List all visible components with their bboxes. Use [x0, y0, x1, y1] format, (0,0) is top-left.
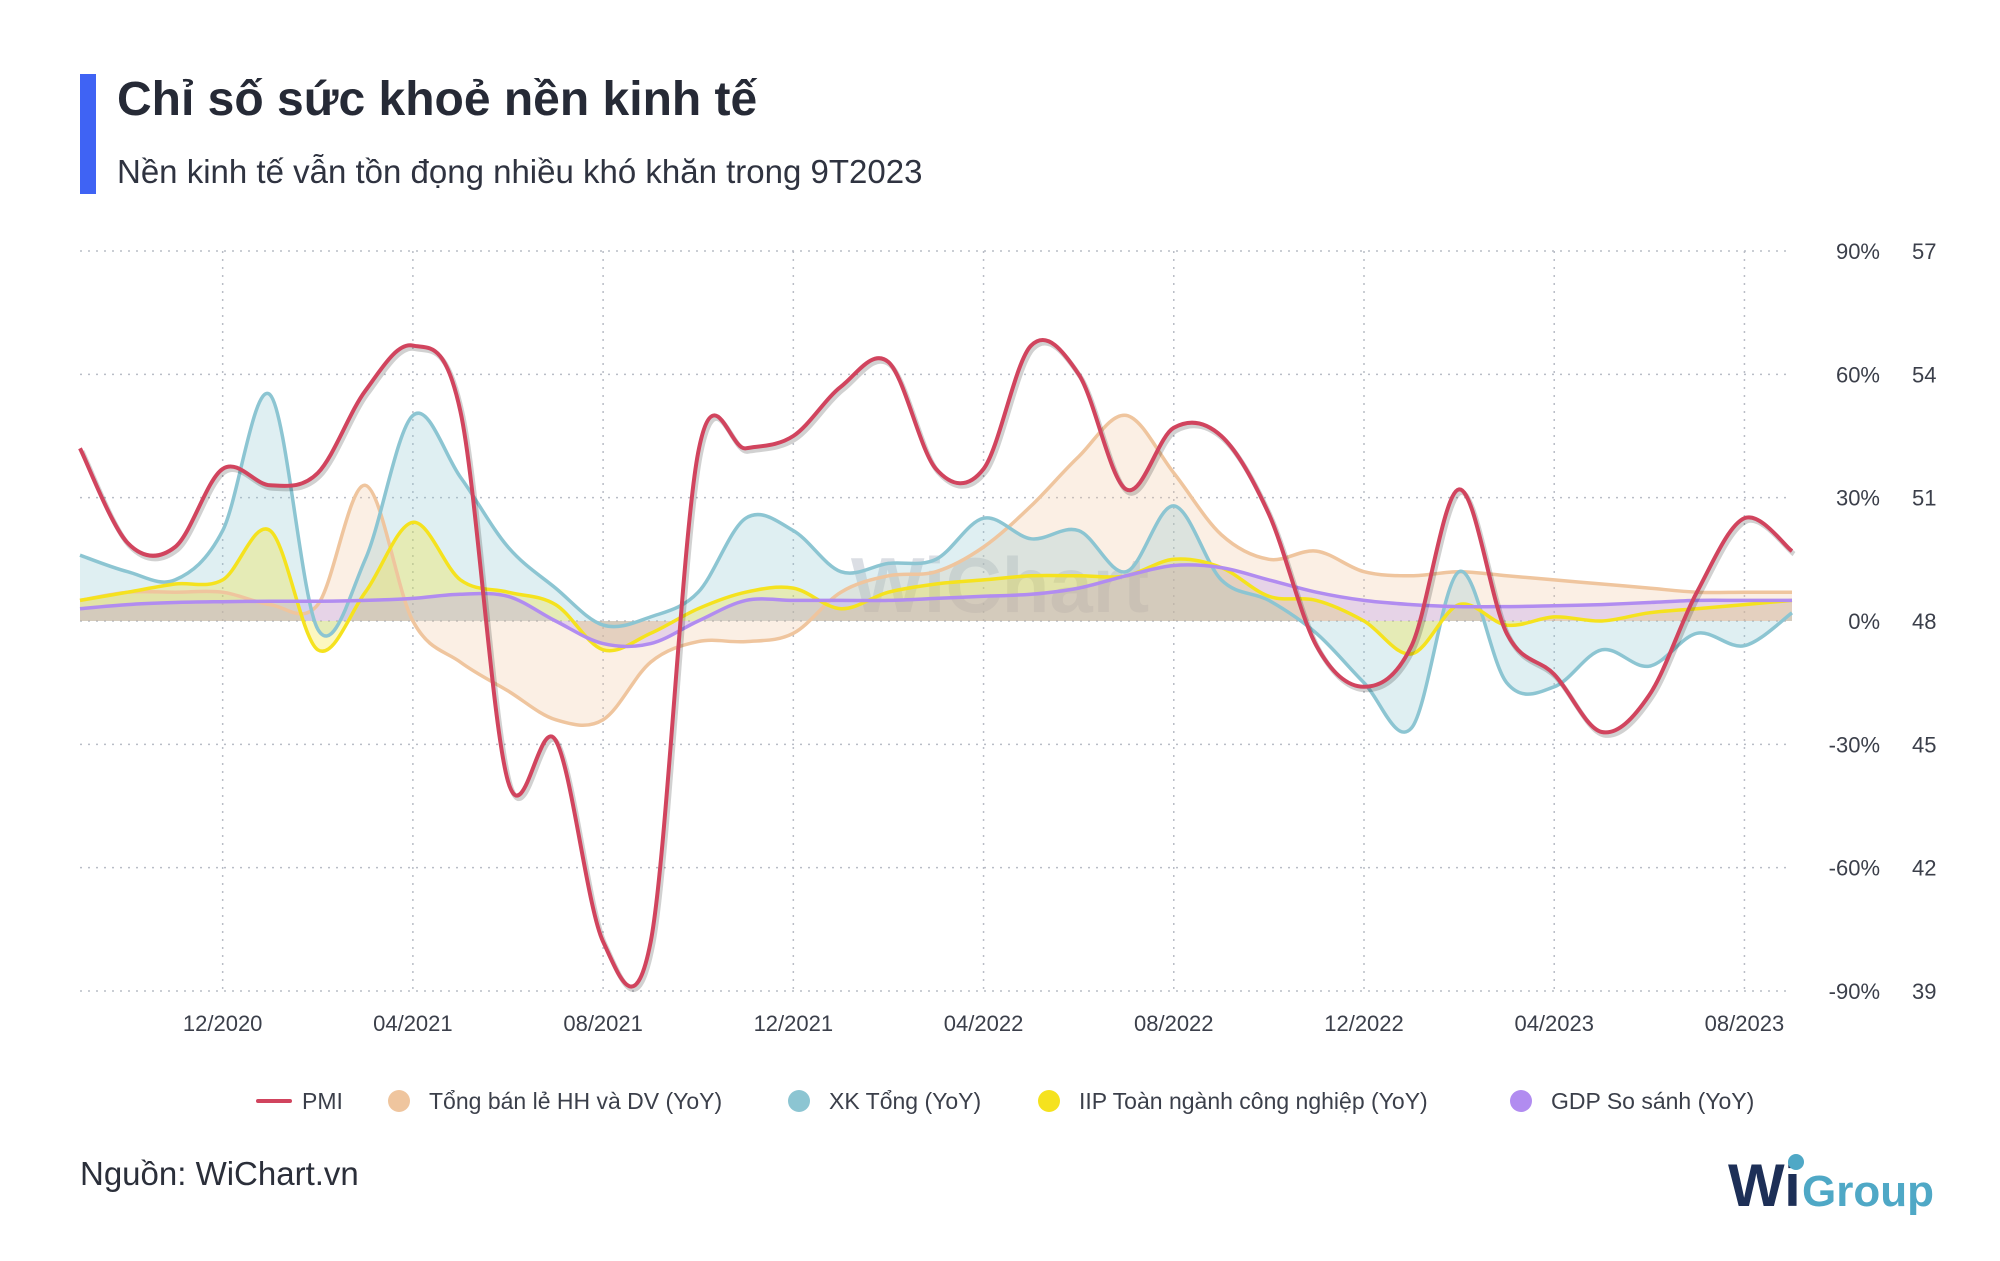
legend-marker-dot	[788, 1090, 810, 1112]
y-left-tick-label: 30%	[1836, 486, 1880, 511]
x-tick-label: 08/2021	[563, 1011, 643, 1036]
y-left-tick-label: 0%	[1848, 609, 1880, 634]
series-area	[80, 393, 1792, 733]
series-line	[79, 413, 1792, 727]
legend-marker-dot	[1038, 1090, 1060, 1112]
series-line-pmi	[78, 338, 1794, 989]
series-area	[80, 522, 1792, 655]
y-right-tick-label: 42	[1912, 856, 1936, 881]
legend-label: PMI	[302, 1088, 343, 1114]
wigroup-logo: Wi Group	[1728, 1152, 1934, 1218]
series-line	[79, 520, 1793, 656]
series-line	[79, 563, 1792, 649]
legend-label: GDP So sánh (YoY)	[1551, 1088, 1754, 1114]
chart-title: Chỉ số sức khoẻ nền kinh tế	[117, 73, 758, 126]
x-tick-label: 12/2022	[1324, 1011, 1404, 1036]
y-right-tick-label: 57	[1912, 239, 1936, 264]
x-tick-label: 08/2022	[1134, 1011, 1214, 1036]
x-tick-label: 08/2023	[1705, 1011, 1785, 1036]
x-tick-label: 12/2020	[183, 1011, 263, 1036]
y-left-tick-label: -30%	[1829, 732, 1880, 757]
watermark: WiChart	[851, 541, 1149, 629]
y-right-tick-label: 54	[1912, 362, 1936, 387]
y-right-tick-label: 45	[1912, 732, 1936, 757]
y-right-tick-label: 48	[1912, 609, 1936, 634]
y-right-tick-label: 39	[1912, 979, 1936, 1004]
series-area	[80, 415, 1792, 726]
y-left-tick-label: -60%	[1829, 856, 1880, 881]
logo-dot-icon	[1788, 1154, 1804, 1170]
chart-subtitle: Nền kinh tế vẫn tồn đọng nhiều khó khăn …	[117, 153, 923, 190]
x-tick-label: 12/2021	[754, 1011, 834, 1036]
legend-label: IIP Toàn ngành công nghiệp (YoY)	[1079, 1088, 1428, 1114]
x-tick-label: 04/2022	[944, 1011, 1024, 1036]
legend-label: XK Tổng (YoY)	[829, 1088, 981, 1114]
series-area	[80, 564, 1792, 647]
logo-text: Group	[1802, 1167, 1934, 1216]
source-note: Nguồn: WiChart.vn	[80, 1155, 359, 1192]
legend-marker-dot	[388, 1090, 410, 1112]
y-left-tick-label: -90%	[1829, 979, 1880, 1004]
y-right-tick-label: 51	[1912, 486, 1936, 511]
x-tick-label: 04/2023	[1514, 1011, 1594, 1036]
y-left-tick-label: 90%	[1836, 239, 1880, 264]
title-accent-bar	[80, 74, 96, 194]
legend-marker-dot	[1510, 1090, 1532, 1112]
y-left-tick-label: 60%	[1836, 362, 1880, 387]
x-tick-label: 04/2021	[373, 1011, 453, 1036]
legend-label: Tổng bán lẻ HH và DV (YoY)	[429, 1088, 722, 1114]
